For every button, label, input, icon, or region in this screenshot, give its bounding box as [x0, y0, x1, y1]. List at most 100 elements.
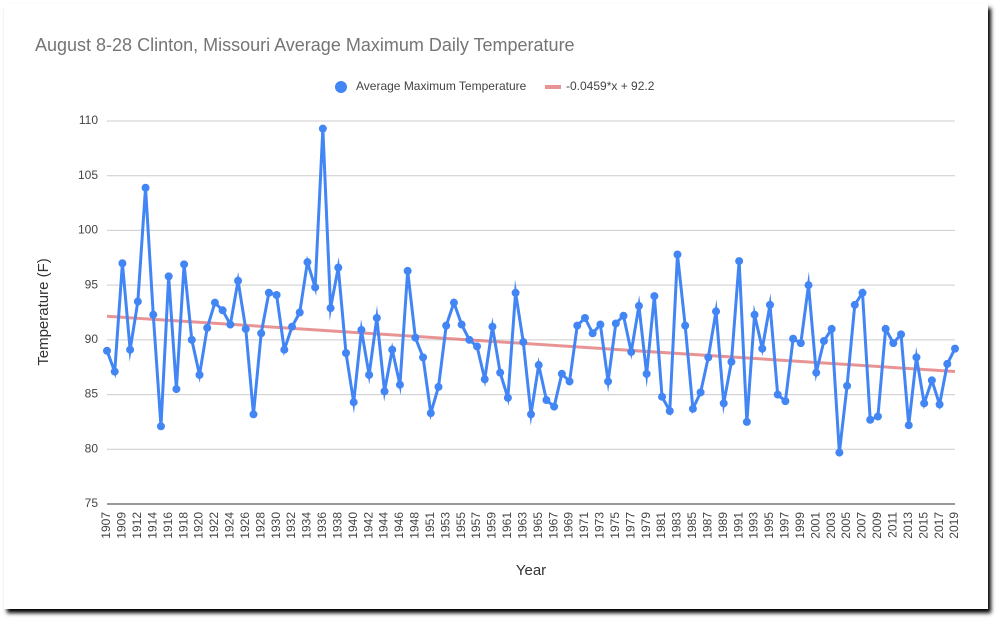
- point: [843, 381, 852, 390]
- point: [604, 377, 613, 386]
- point: [897, 330, 906, 339]
- point: [226, 320, 235, 329]
- x-tick-label: 1999: [793, 512, 807, 539]
- point: [611, 319, 620, 328]
- x-tick-label: 2001: [808, 512, 822, 539]
- x-tick-label: 1944: [377, 512, 391, 539]
- point: [519, 338, 528, 347]
- x-tick-label: 2013: [901, 512, 915, 539]
- x-tick-label: 1997: [778, 512, 792, 539]
- point: [758, 344, 767, 353]
- x-tick-label: 2009: [870, 512, 884, 539]
- x-tick-label: 2015: [916, 512, 930, 539]
- point: [704, 353, 713, 362]
- point: [712, 307, 721, 316]
- legend-label: Average Maximum Temperature: [356, 79, 527, 93]
- x-tick-label: 1914: [145, 512, 159, 539]
- point: [234, 276, 243, 285]
- point: [465, 335, 474, 344]
- point: [110, 367, 119, 376]
- point: [172, 385, 181, 394]
- x-tick-label: 1993: [747, 512, 761, 539]
- point: [665, 406, 674, 415]
- x-tick-label: 1963: [515, 512, 529, 539]
- x-tick-label: 1981: [654, 512, 668, 539]
- point: [634, 301, 643, 310]
- point: [473, 342, 482, 351]
- point: [773, 390, 782, 399]
- series-line: [105, 128, 957, 453]
- point: [126, 345, 135, 354]
- y-tick-label: 85: [85, 387, 99, 401]
- point: [449, 298, 458, 307]
- point: [573, 321, 582, 330]
- point: [580, 313, 589, 322]
- x-tick-label: 1975: [608, 512, 622, 539]
- point: [164, 272, 173, 281]
- y-tick-label: 75: [85, 496, 99, 510]
- y-tick-label: 105: [78, 168, 98, 182]
- x-tick-label: 1983: [670, 512, 684, 539]
- point: [619, 311, 628, 320]
- x-tick-label: 1969: [562, 512, 576, 539]
- point: [480, 375, 489, 384]
- x-tick-label: 2019: [947, 512, 961, 539]
- point: [904, 421, 913, 430]
- x-tick-label: 1928: [253, 512, 267, 539]
- point: [149, 310, 158, 319]
- point: [696, 388, 705, 397]
- point: [781, 397, 790, 406]
- x-tick-label: 1979: [639, 512, 653, 539]
- point: [241, 324, 250, 333]
- x-tick-label: 1959: [485, 512, 499, 539]
- point: [272, 290, 281, 299]
- x-tick-label: 2017: [932, 512, 946, 539]
- point: [627, 347, 636, 356]
- point: [735, 257, 744, 266]
- point: [527, 410, 535, 419]
- x-tick-label: 1989: [716, 512, 730, 539]
- point: [765, 300, 774, 309]
- x-tick-label: 2003: [824, 512, 838, 539]
- point: [835, 448, 844, 457]
- x-tick-label: 1918: [176, 512, 190, 539]
- point: [156, 422, 165, 431]
- point: [496, 368, 505, 377]
- point: [742, 417, 751, 426]
- point: [295, 308, 304, 317]
- point: [257, 329, 266, 338]
- y-tick-label: 90: [85, 332, 99, 346]
- point: [442, 321, 451, 330]
- point: [596, 320, 605, 329]
- point: [796, 339, 805, 348]
- point: [103, 346, 111, 355]
- point: [133, 297, 142, 306]
- point: [951, 344, 959, 353]
- point: [457, 320, 466, 329]
- legend-label: -0.0459*x + 92.2: [566, 79, 655, 93]
- x-tick-label: 1907: [99, 512, 113, 539]
- point: [858, 288, 867, 297]
- x-tick-label: 1922: [207, 512, 221, 539]
- point: [434, 382, 443, 391]
- point: [203, 323, 212, 332]
- point: [210, 298, 219, 307]
- point: [719, 399, 728, 408]
- point: [365, 370, 374, 379]
- point: [943, 359, 952, 368]
- y-axis-label: Temperature (F): [35, 258, 52, 366]
- point: [750, 310, 759, 319]
- point: [388, 345, 397, 354]
- point: [565, 377, 574, 386]
- point: [819, 336, 828, 345]
- x-tick-label: 1942: [361, 512, 375, 539]
- point: [789, 334, 798, 343]
- point: [311, 283, 320, 292]
- x-tick-label: 2005: [839, 512, 853, 539]
- x-tick-label: 1953: [438, 512, 452, 539]
- point: [326, 304, 335, 313]
- x-tick-label: 1957: [469, 512, 483, 539]
- point: [349, 398, 358, 407]
- point: [588, 329, 597, 338]
- x-tick-label: 1961: [500, 512, 514, 539]
